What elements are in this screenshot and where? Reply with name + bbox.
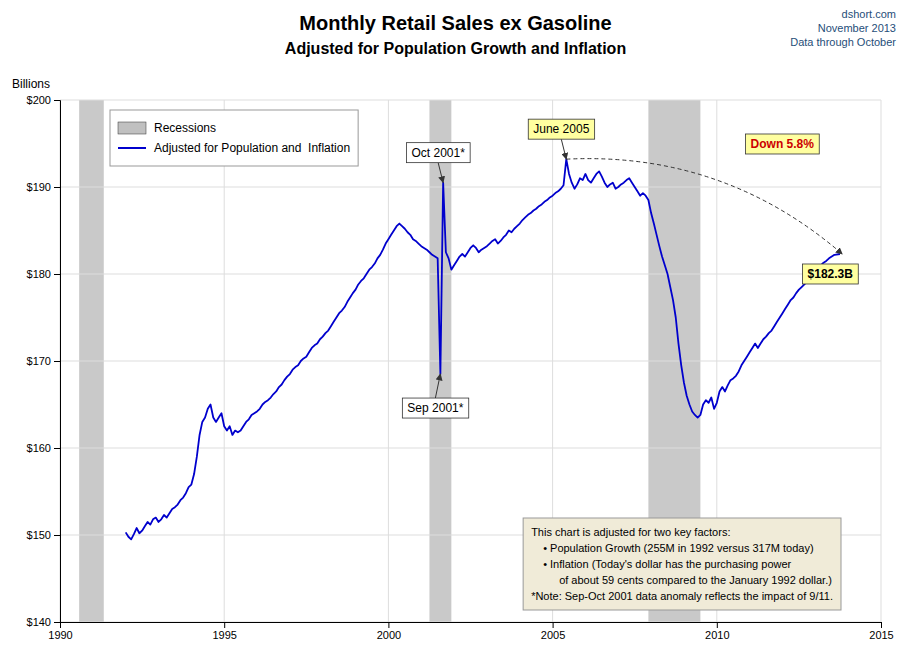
annotation-box bbox=[402, 398, 468, 418]
x-tick-mark bbox=[388, 622, 389, 628]
y-axis-line bbox=[54, 101, 61, 623]
y-axis-label: Billions bbox=[12, 77, 50, 91]
x-tick: 2010 bbox=[705, 622, 729, 641]
x-tick-label: 2010 bbox=[705, 629, 729, 641]
grid-line-y bbox=[60, 187, 881, 188]
x-tick: 2005 bbox=[541, 622, 565, 641]
y-tick-mark bbox=[54, 100, 60, 101]
annotation-boxes: June 2005 Oct 2001* Sep 2001* Down 5.8% $182… bbox=[402, 119, 858, 418]
annotations: June 2005 Oct 2001* Sep 2001* Down 5.8% $182… bbox=[402, 119, 858, 418]
y-tick: $140 bbox=[27, 616, 60, 628]
y-tick-mark bbox=[54, 361, 60, 362]
series-group bbox=[126, 159, 840, 539]
grid-line-y bbox=[60, 100, 881, 101]
x-tick-label: 1990 bbox=[48, 629, 72, 641]
y-tick: $160 bbox=[27, 442, 60, 454]
annotation-box bbox=[406, 143, 470, 163]
y-tick-mark bbox=[54, 535, 60, 536]
source-text: Data through October bbox=[790, 36, 896, 48]
connectors bbox=[566, 159, 842, 254]
annotation-text: Oct 2001* bbox=[411, 146, 465, 160]
grid bbox=[60, 100, 881, 622]
annotation-arrow bbox=[435, 374, 440, 398]
note-text: *Note: Sep-Oct 2001 data anomaly reflect… bbox=[531, 590, 833, 602]
y-tick-label: $140 bbox=[27, 616, 51, 628]
note: This chart is adjusted for two key facto… bbox=[523, 518, 841, 610]
x-tick: 1990 bbox=[48, 622, 72, 641]
title: Monthly Retail Sales ex Gasoline bbox=[299, 12, 611, 34]
y-tick: $150 bbox=[27, 529, 60, 541]
chart-svg: Monthly Retail Sales ex Gasoline Adjusted… bbox=[0, 0, 911, 662]
y-tick-label: $200 bbox=[27, 94, 51, 106]
source-text: November 2013 bbox=[818, 22, 896, 34]
y-tick-label: $170 bbox=[27, 355, 51, 367]
annotation: June 2005 bbox=[528, 119, 594, 139]
x-tick: 2015 bbox=[869, 622, 893, 641]
y-tick: $180 bbox=[27, 268, 60, 280]
y-tick-mark bbox=[54, 622, 60, 623]
note-text: of about 59 cents compared to the Januar… bbox=[559, 574, 832, 586]
x-tick-label: 2005 bbox=[541, 629, 565, 641]
y-tick-mark bbox=[54, 187, 60, 188]
legend-swatch bbox=[118, 147, 146, 149]
legend: Recessions Adjusted for Population and In… bbox=[110, 110, 358, 166]
y-tick-label: $190 bbox=[27, 181, 51, 193]
annotation: Down 5.8% bbox=[746, 134, 820, 154]
source-text: dshort.com bbox=[842, 8, 896, 20]
y-tick: $190 bbox=[27, 181, 60, 193]
annotation-box bbox=[528, 119, 594, 139]
annotation-text: June 2005 bbox=[533, 122, 589, 136]
y-tick-label: $150 bbox=[27, 529, 51, 541]
annotation-box bbox=[746, 134, 820, 154]
annotation-text: Sep 2001* bbox=[407, 401, 463, 415]
x-tick-mark bbox=[553, 622, 554, 628]
y-tick-label: $160 bbox=[27, 442, 51, 454]
plot-area: 1990 1995 2000 2005 2010 2015 $140 $150 $160 $170… bbox=[27, 94, 894, 641]
note-text: • Population Growth (255M in 1992 versus… bbox=[543, 542, 813, 554]
legend-label: Recessions bbox=[154, 121, 216, 135]
chart-container: Monthly Retail Sales ex Gasoline Adjusted… bbox=[0, 0, 911, 662]
subtitle: Adjusted for Population Growth and Infla… bbox=[285, 40, 626, 57]
series-line bbox=[126, 159, 840, 539]
legend-swatch bbox=[118, 122, 146, 134]
x-tick: 2000 bbox=[377, 622, 401, 641]
annotation-arrow bbox=[561, 139, 566, 159]
x-axis: 1990 1995 2000 2005 2010 2015 bbox=[48, 622, 893, 641]
y-axis: $140 $150 $160 $170 $180 $190 $200 bbox=[27, 94, 61, 628]
x-tick-label: 1995 bbox=[212, 629, 236, 641]
y-tick-label: $180 bbox=[27, 268, 51, 280]
y-tick: $200 bbox=[27, 94, 60, 106]
x-axis-line bbox=[61, 623, 882, 629]
annotation-text: $182.3B bbox=[808, 267, 854, 281]
legend-label: Adjusted for Population and Inflation bbox=[154, 141, 350, 155]
annotation-arrow bbox=[438, 163, 443, 183]
note-text: This chart is adjusted for two key facto… bbox=[531, 526, 730, 538]
connector-arrow bbox=[566, 159, 842, 254]
grid-line-y bbox=[60, 274, 881, 275]
y-tick-mark bbox=[54, 274, 60, 275]
annotation: $182.3B bbox=[803, 264, 859, 284]
x-tick-label: 2000 bbox=[377, 629, 401, 641]
legend-box bbox=[110, 110, 358, 166]
x-tick-label: 2015 bbox=[869, 629, 893, 641]
grid-line-y bbox=[60, 361, 881, 362]
y-tick-mark bbox=[54, 448, 60, 449]
y-tick: $170 bbox=[27, 355, 60, 367]
annotation-box bbox=[803, 264, 859, 284]
x-tick-mark bbox=[881, 622, 882, 628]
annotation: Sep 2001* bbox=[402, 398, 468, 418]
grid-line-y bbox=[60, 448, 881, 449]
annotation: Oct 2001* bbox=[406, 143, 470, 163]
x-tick-mark bbox=[717, 622, 718, 628]
note-box bbox=[523, 518, 841, 610]
x-tick-mark bbox=[224, 622, 225, 628]
note-text: • Inflation (Today's dollar has the purc… bbox=[543, 558, 791, 570]
annotation-text: Down 5.8% bbox=[751, 137, 815, 151]
annotation-arrows bbox=[435, 139, 566, 398]
x-tick: 1995 bbox=[212, 622, 236, 641]
